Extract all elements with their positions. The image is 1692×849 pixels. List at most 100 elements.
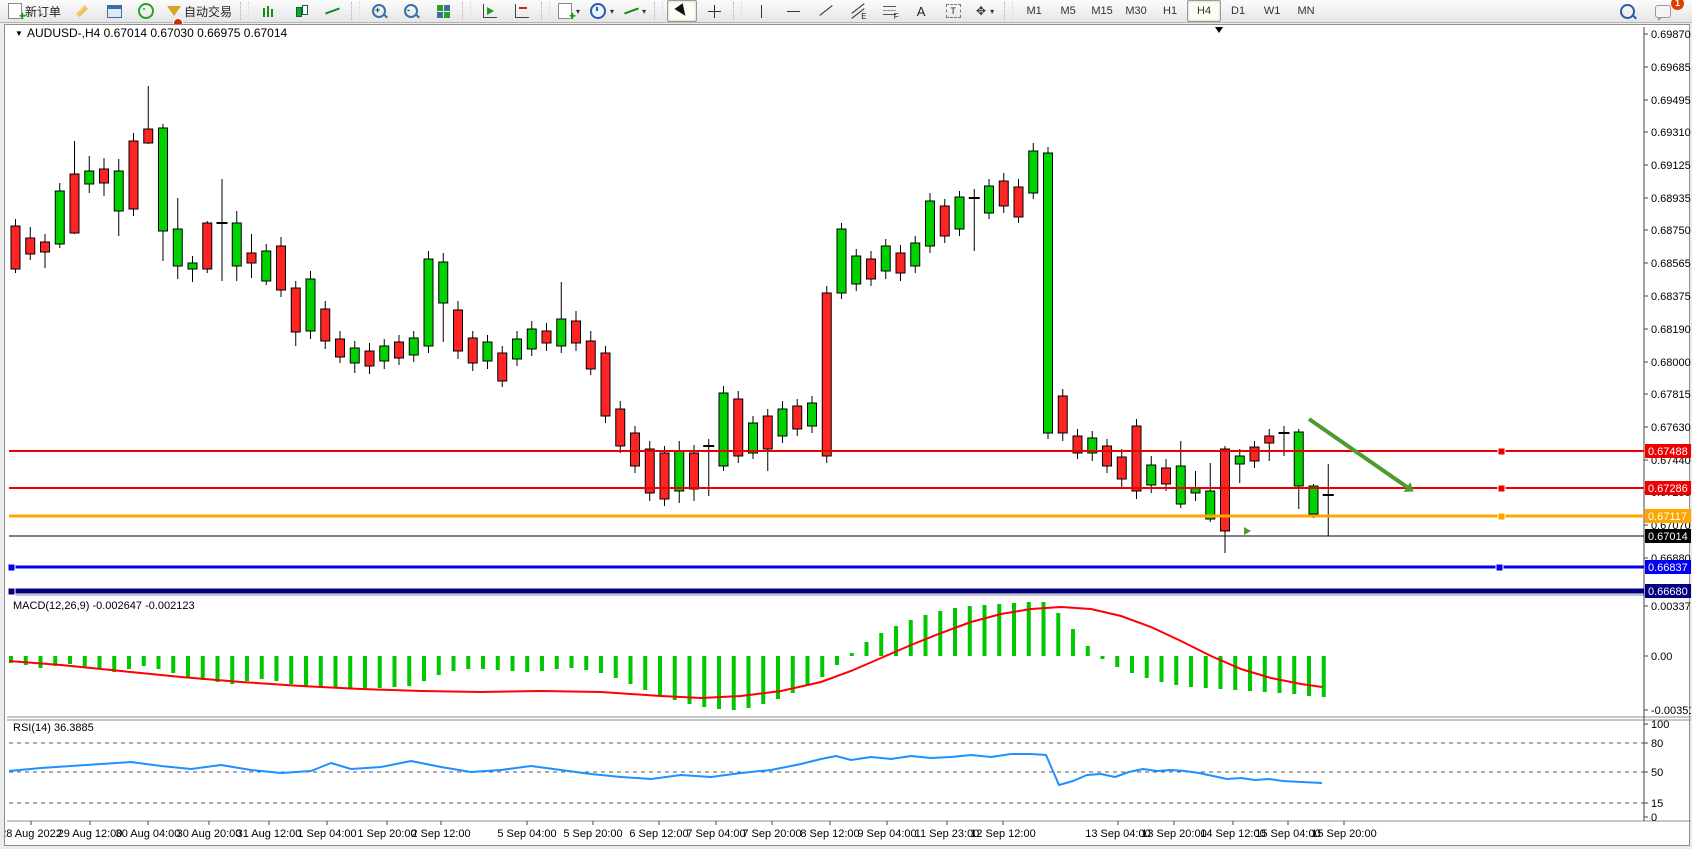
date-label: 31 Aug 12:00 bbox=[237, 828, 302, 840]
text-tool-icon: A bbox=[916, 3, 926, 19]
line-handle[interactable] bbox=[1497, 484, 1506, 493]
line-chart-button[interactable] bbox=[317, 0, 347, 22]
market-window-button[interactable] bbox=[99, 0, 129, 22]
signals-button[interactable] bbox=[131, 0, 161, 22]
line-handle[interactable] bbox=[7, 587, 16, 596]
trendline-tool-button[interactable] bbox=[810, 0, 840, 22]
line-handle[interactable] bbox=[1497, 447, 1506, 456]
channel-tool-button[interactable]: E bbox=[842, 0, 872, 22]
periods-button[interactable]: ▾ bbox=[586, 0, 618, 22]
zoom-out-button[interactable]: - bbox=[396, 0, 426, 22]
rsi-tick-label: 0 bbox=[1651, 812, 1657, 824]
text-tool-button[interactable]: A bbox=[906, 0, 936, 22]
candle-body-up bbox=[836, 228, 847, 294]
cursor-tool-button[interactable] bbox=[667, 0, 698, 22]
new-order-icon bbox=[8, 3, 26, 23]
timeframe-button-m30[interactable]: M30 bbox=[1125, 5, 1147, 17]
bar-chart-button[interactable] bbox=[253, 0, 283, 22]
chart-window[interactable]: 0.69870 0.69685 0.69495 0.69310 0.69125 0.689… bbox=[4, 24, 1691, 847]
horizontal-line-icon bbox=[786, 5, 800, 18]
candle-body-down bbox=[497, 352, 508, 382]
candle-body-down bbox=[1013, 186, 1024, 218]
zoom-in-button[interactable]: + bbox=[364, 0, 394, 22]
candle-body-down bbox=[1264, 435, 1275, 444]
candle-body-up bbox=[807, 402, 817, 427]
search-button[interactable] bbox=[1612, 0, 1642, 22]
timeframe-button-mn[interactable]: MN bbox=[1297, 5, 1315, 17]
price-label-text: 0.67117 bbox=[1648, 511, 1687, 523]
fibonacci-tool-button[interactable]: F bbox=[874, 0, 904, 22]
candle-body-down bbox=[335, 338, 345, 358]
timeframe-button-m1[interactable]: M1 bbox=[1026, 5, 1042, 17]
candle-body-down bbox=[1072, 435, 1083, 454]
candle-body-up bbox=[1087, 437, 1098, 454]
notifications-button[interactable]: 1 bbox=[1648, 0, 1684, 22]
auto-trading-button[interactable]: 自动交易 bbox=[163, 0, 236, 28]
auto-scroll-button[interactable] bbox=[475, 0, 505, 22]
timeframe-button-h4[interactable]: H4 bbox=[1187, 0, 1222, 22]
notification-badge: 1 bbox=[1671, 0, 1684, 10]
candle-body-down bbox=[99, 168, 109, 184]
candle-body-down bbox=[1249, 446, 1260, 462]
candle-body-down bbox=[394, 341, 404, 359]
date-label: 5 Sep 20:00 bbox=[563, 828, 622, 840]
current-price-label-box bbox=[1645, 529, 1691, 543]
templates-button[interactable]: ▾ bbox=[620, 0, 650, 22]
rsi-tick-label: 50 bbox=[1651, 767, 1663, 779]
candle-body-down bbox=[1161, 467, 1171, 485]
trend-arrow-line[interactable] bbox=[1307, 417, 1409, 489]
price-arrow-marker[interactable] bbox=[1244, 527, 1251, 535]
vertical-line-tool-button[interactable] bbox=[746, 0, 776, 22]
candle-body-down bbox=[364, 350, 375, 367]
date-label: 11 Sep 23:00 bbox=[915, 828, 980, 840]
line-handle[interactable] bbox=[1497, 512, 1506, 521]
candle-body-down bbox=[1131, 425, 1142, 492]
line-handle[interactable] bbox=[7, 563, 16, 572]
symbol-dropdown-icon[interactable]: ▼ bbox=[15, 29, 23, 38]
date-label: 15 Sep 04:00 bbox=[1255, 828, 1320, 840]
candle-body-up bbox=[379, 345, 390, 362]
candle-body-up bbox=[1293, 431, 1304, 487]
candle-body-up bbox=[113, 170, 124, 212]
text-label-tool-button[interactable]: T bbox=[938, 0, 968, 22]
timeframe-button-h1[interactable]: H1 bbox=[1163, 5, 1178, 17]
indicators-button[interactable]: ▾ bbox=[554, 0, 584, 23]
chevron-down-icon: ▾ bbox=[610, 6, 615, 16]
candle-body-down bbox=[895, 252, 906, 274]
arrows-tool-button[interactable]: ✥ ▾ bbox=[970, 0, 1000, 22]
trend-arrow-head[interactable] bbox=[1403, 482, 1414, 492]
chart-canvas[interactable]: 0.69870 0.69685 0.69495 0.69310 0.69125 0.689… bbox=[5, 25, 1691, 847]
crosshair-tool-button[interactable] bbox=[699, 0, 729, 22]
horizontal-line-tool-button[interactable] bbox=[778, 0, 808, 22]
chart-shift-button[interactable] bbox=[507, 0, 537, 22]
chart-shift-icon bbox=[515, 4, 530, 18]
last-bar-marker bbox=[1215, 27, 1223, 33]
candle-body-down bbox=[143, 128, 154, 144]
chevron-down-icon: ▾ bbox=[642, 6, 647, 16]
timeframe-button-d1[interactable]: D1 bbox=[1231, 5, 1246, 17]
candle-body-down bbox=[290, 287, 301, 333]
line-handle[interactable] bbox=[1495, 563, 1504, 572]
toolbar-right-group: 1 bbox=[1612, 0, 1688, 22]
tile-windows-button[interactable] bbox=[428, 0, 458, 22]
candle-body-up bbox=[851, 255, 862, 285]
price-tick-label: 0.68190 bbox=[1651, 324, 1691, 336]
auto-scroll-icon bbox=[483, 4, 498, 18]
template-icon bbox=[624, 5, 638, 17]
candle-body-down bbox=[762, 415, 773, 450]
timeframe-button-w1[interactable]: W1 bbox=[1263, 5, 1281, 17]
timeframe-button-m15[interactable]: M15 bbox=[1091, 5, 1113, 17]
timeframe-button-m5[interactable]: M5 bbox=[1060, 5, 1076, 17]
styler-button[interactable] bbox=[67, 0, 97, 22]
candle-body-down bbox=[939, 205, 950, 237]
candle-chart-button[interactable] bbox=[285, 0, 315, 22]
candle-body-down bbox=[246, 252, 257, 264]
toolbar-separator bbox=[351, 2, 361, 20]
toolbar-separator bbox=[1004, 2, 1014, 20]
candle-body-down bbox=[40, 241, 50, 253]
price-tick-label: 0.69870 bbox=[1651, 29, 1691, 41]
candle-body-down bbox=[600, 352, 611, 417]
candle-body-down bbox=[202, 222, 213, 270]
new-order-button[interactable]: 新订单 bbox=[4, 0, 65, 23]
clock-icon bbox=[590, 3, 607, 19]
